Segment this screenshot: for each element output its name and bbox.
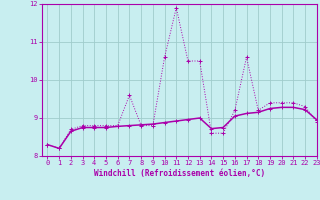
X-axis label: Windchill (Refroidissement éolien,°C): Windchill (Refroidissement éolien,°C) [94,169,265,178]
